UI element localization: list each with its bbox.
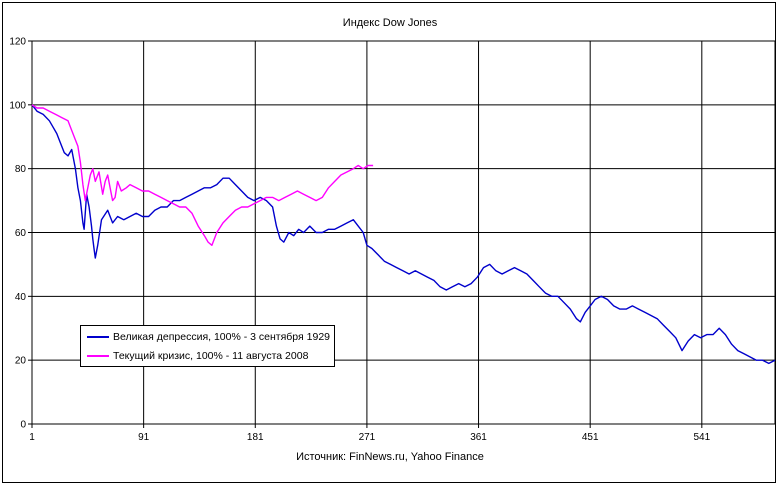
legend-swatch-series-1 [87,336,109,338]
series-lines [31,104,776,365]
x-axis-label: Источник: FinNews.ru, Yahoo Finance [296,451,484,463]
legend: Великая депрессия, 100% - 3 сентября 192… [80,325,335,367]
x-tick-label: 91 [138,432,150,443]
series-line-2 [31,104,374,246]
legend-label-series-2: Текущий кризис, 100% - 11 августа 2008 [113,350,309,362]
chart-title: Индекс Dow Jones [342,17,438,29]
gridlines [32,41,775,424]
legend-item-series-2: Текущий кризис, 100% - 11 августа 2008 [87,348,308,364]
y-tick-label: 80 [15,164,27,175]
x-tick-label: 541 [693,432,710,443]
legend-label-series-1: Великая депрессия, 100% - 3 сентября 192… [113,331,330,343]
x-tick-label: 451 [582,432,599,443]
x-tick-label: 181 [247,432,264,443]
y-tick-label: 120 [9,37,26,48]
x-tick-label: 1 [29,432,35,443]
x-tick-label: 271 [359,432,376,443]
x-axis-ticks: 1 91 181 271 361 451 541 [29,424,711,443]
x-tick-label: 361 [470,432,487,443]
y-tick-label: 60 [15,228,27,239]
y-axis-ticks: 0 20 40 60 80 100 120 [9,37,32,431]
y-tick-label: 40 [15,292,27,303]
series-line-1 [31,104,776,365]
legend-swatch-series-2 [87,355,109,357]
y-tick-label: 100 [9,100,26,111]
legend-item-series-1: Великая депрессия, 100% - 3 сентября 192… [87,329,330,345]
y-tick-label: 20 [15,356,27,367]
y-tick-label: 0 [20,420,26,431]
